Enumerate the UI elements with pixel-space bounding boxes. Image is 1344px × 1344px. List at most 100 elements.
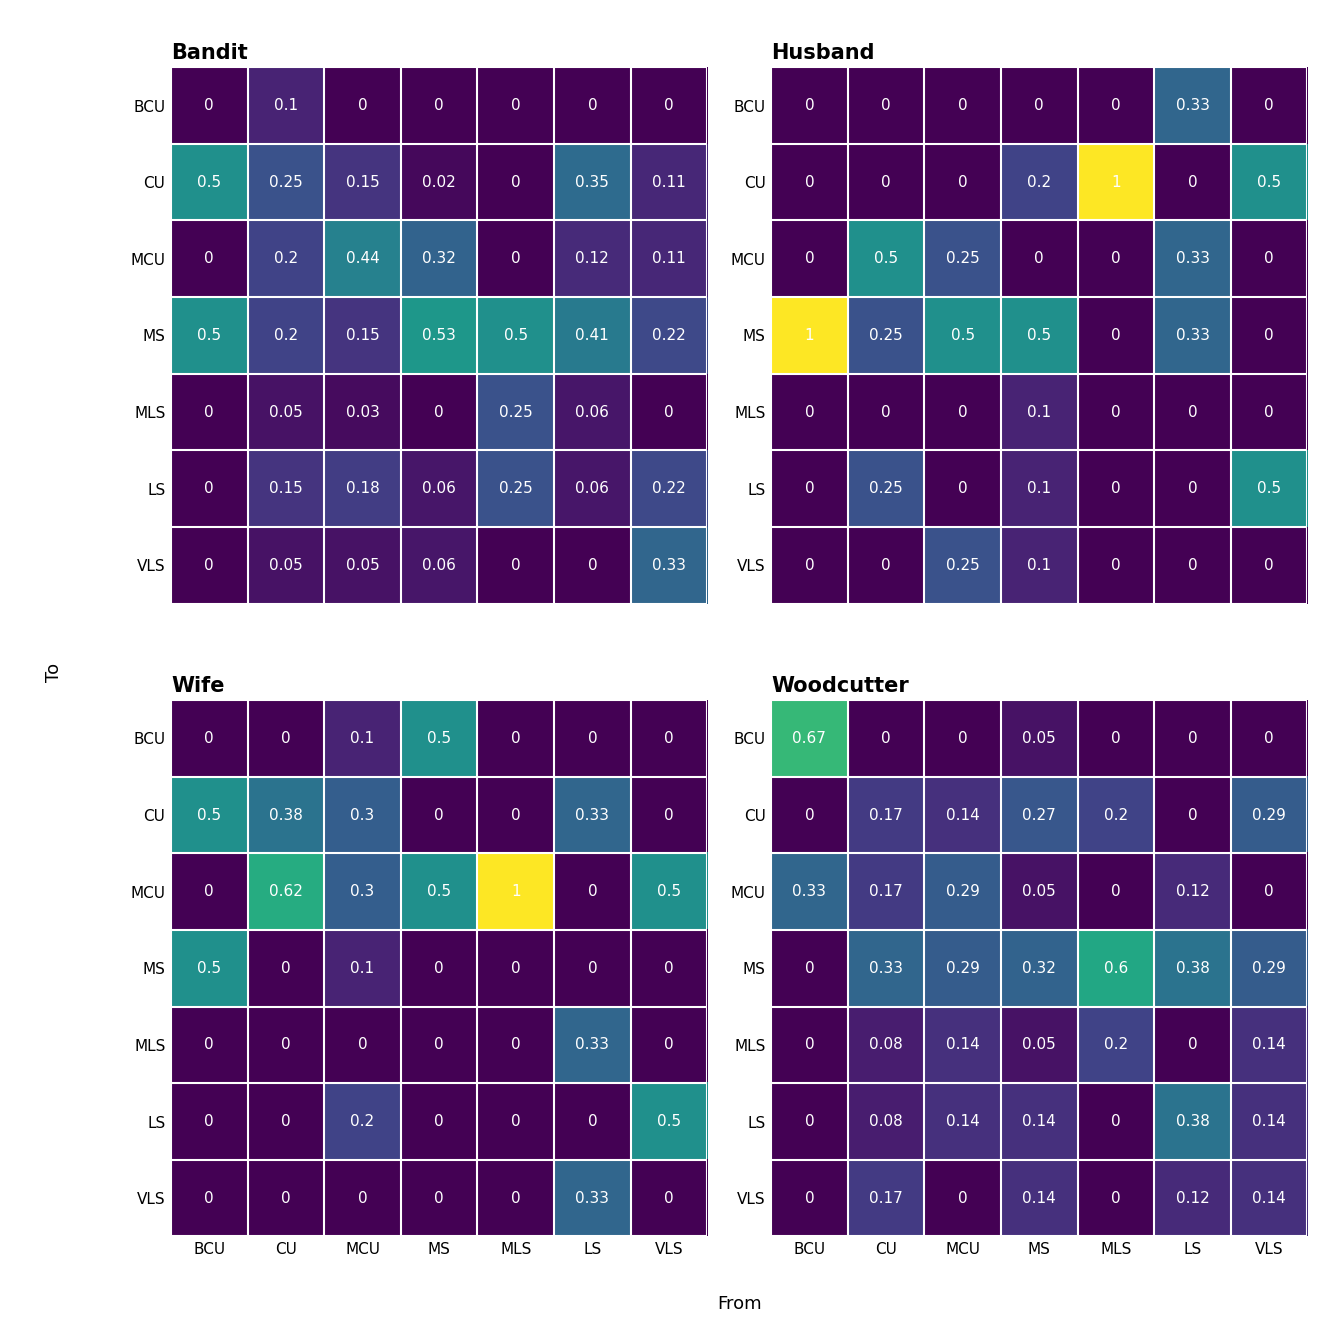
Text: 0: 0 [511,251,520,266]
Text: 0.67: 0.67 [793,731,827,746]
Text: 0.33: 0.33 [575,1038,609,1052]
Text: 0: 0 [434,961,444,976]
Text: 0: 0 [805,1191,814,1206]
Text: 0.1: 0.1 [1027,405,1051,419]
Text: 0: 0 [1111,1191,1121,1206]
Text: 0.1: 0.1 [274,98,298,113]
Text: 0: 0 [204,731,214,746]
Text: 0.27: 0.27 [1023,808,1056,823]
Text: 0.33: 0.33 [1176,251,1210,266]
Text: 0: 0 [664,808,673,823]
Text: 0.3: 0.3 [351,808,375,823]
Text: 0.25: 0.25 [870,481,903,496]
Text: 0: 0 [204,1038,214,1052]
Text: 0: 0 [434,1038,444,1052]
Text: 0.14: 0.14 [1023,1191,1056,1206]
Text: 0: 0 [281,731,290,746]
Text: 0.33: 0.33 [575,1191,609,1206]
Text: 0: 0 [281,1114,290,1129]
Text: 0.2: 0.2 [1103,1038,1128,1052]
Text: 0: 0 [434,1114,444,1129]
Text: 0.41: 0.41 [575,328,609,343]
Text: 0: 0 [958,405,968,419]
Text: 0.1: 0.1 [1027,558,1051,573]
Text: Husband: Husband [771,43,875,63]
Text: 0: 0 [587,961,597,976]
Text: 0.5: 0.5 [1257,175,1281,190]
Text: 0: 0 [1035,98,1044,113]
Text: 0: 0 [1188,731,1198,746]
Text: 0.5: 0.5 [1027,328,1051,343]
Text: 0: 0 [882,558,891,573]
Text: 0.5: 0.5 [1257,481,1281,496]
Text: 0: 0 [204,1191,214,1206]
Text: 0.02: 0.02 [422,175,456,190]
Text: 0.5: 0.5 [427,884,452,899]
Text: 0.18: 0.18 [345,481,379,496]
Text: 0: 0 [1265,405,1274,419]
Text: 0.33: 0.33 [1176,98,1210,113]
Text: 0.15: 0.15 [345,328,379,343]
Text: 0: 0 [1111,328,1121,343]
Text: 0: 0 [204,884,214,899]
Text: 0: 0 [958,481,968,496]
Text: 0.1: 0.1 [1027,481,1051,496]
Text: 0.33: 0.33 [652,558,685,573]
Text: 0: 0 [434,98,444,113]
Text: 0: 0 [664,405,673,419]
Text: 0.44: 0.44 [345,251,379,266]
Text: 0: 0 [1035,251,1044,266]
Text: 0: 0 [511,1038,520,1052]
Text: 0.29: 0.29 [1253,808,1286,823]
Text: 0: 0 [281,1038,290,1052]
Text: 0.62: 0.62 [269,884,302,899]
Text: 0: 0 [1188,808,1198,823]
Text: 0: 0 [1265,98,1274,113]
Text: 0.05: 0.05 [1023,884,1056,899]
Text: 0: 0 [1111,558,1121,573]
Text: 0.05: 0.05 [269,558,302,573]
Text: 0.06: 0.06 [422,558,456,573]
Text: 0: 0 [1188,175,1198,190]
Text: 0: 0 [511,808,520,823]
Text: 0: 0 [958,1191,968,1206]
Text: 0: 0 [204,251,214,266]
Text: 0.05: 0.05 [345,558,379,573]
Text: 0: 0 [358,1038,367,1052]
Text: 0.25: 0.25 [870,328,903,343]
Text: 0.5: 0.5 [657,1114,681,1129]
Text: Wife: Wife [171,676,224,696]
Text: 0.1: 0.1 [351,961,375,976]
Text: 0: 0 [587,731,597,746]
Text: 0: 0 [511,961,520,976]
Text: 0.14: 0.14 [1253,1191,1286,1206]
Text: 0.05: 0.05 [269,405,302,419]
Text: 0.38: 0.38 [1176,1114,1210,1129]
Text: 0: 0 [1188,1038,1198,1052]
Text: 0: 0 [805,405,814,419]
Text: 0: 0 [587,1114,597,1129]
Text: 0.53: 0.53 [422,328,456,343]
Text: 0: 0 [358,98,367,113]
Text: 0.14: 0.14 [946,808,980,823]
Text: 0: 0 [434,808,444,823]
Text: 0: 0 [511,175,520,190]
Text: 0: 0 [882,175,891,190]
Text: 0.5: 0.5 [950,328,974,343]
Text: 0: 0 [434,1191,444,1206]
Text: 0.2: 0.2 [274,328,298,343]
Text: 0: 0 [1111,731,1121,746]
Text: 0: 0 [805,1114,814,1129]
Text: 0: 0 [805,808,814,823]
Text: 0: 0 [1188,405,1198,419]
Text: 0.5: 0.5 [657,884,681,899]
Text: 0: 0 [1111,481,1121,496]
Text: 0.2: 0.2 [274,251,298,266]
Text: 0: 0 [1265,251,1274,266]
Text: 0.5: 0.5 [198,175,222,190]
Text: 0: 0 [1188,558,1198,573]
Text: 0: 0 [511,98,520,113]
Text: 0.14: 0.14 [946,1038,980,1052]
Text: 0: 0 [958,98,968,113]
Text: To: To [44,663,63,681]
